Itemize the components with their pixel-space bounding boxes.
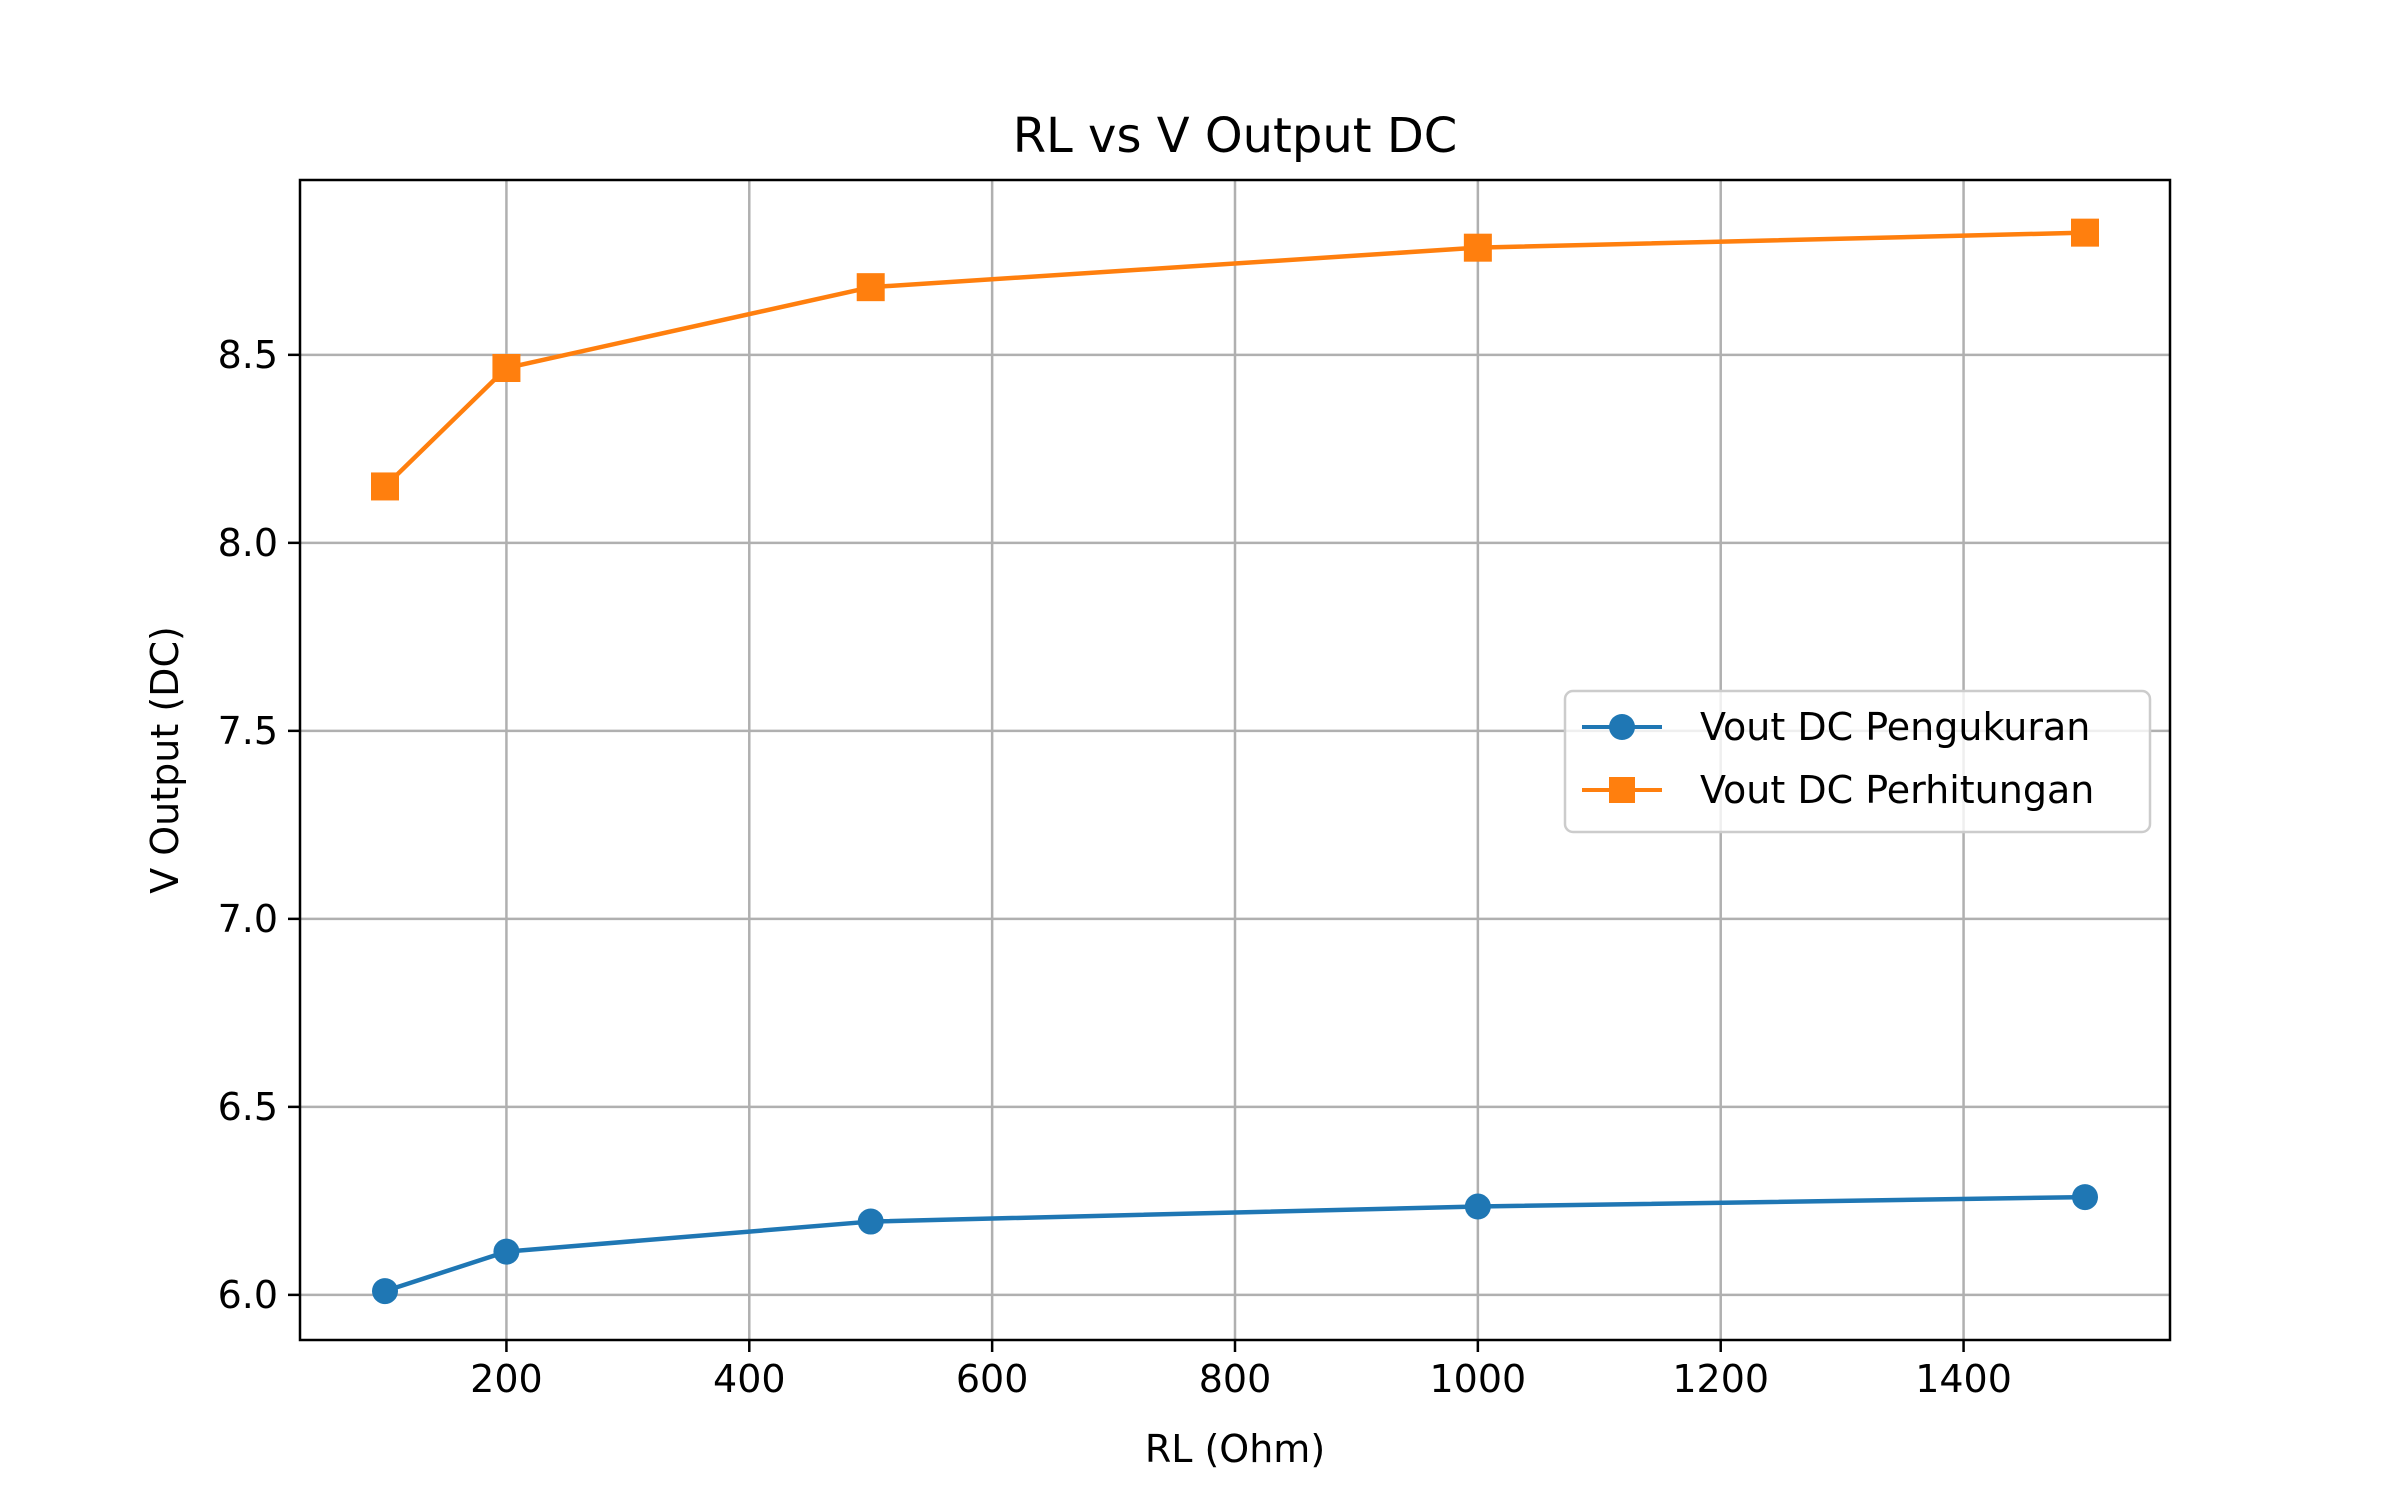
legend-label-pengukuran: Vout DC Pengukuran: [1700, 705, 2090, 749]
x-axis-label: RL (Ohm): [1145, 1427, 1325, 1471]
data-point-circle: [493, 1238, 520, 1265]
x-tick-label: 1200: [1672, 1357, 1769, 1401]
legend: Vout DC Pengukuran Vout DC Perhitungan: [1563, 689, 2152, 834]
data-point-square: [1463, 233, 1492, 262]
x-tick-label: 600: [956, 1357, 1029, 1401]
x-tick-label: 1400: [1915, 1357, 2012, 1401]
y-tick-label: 7.5: [218, 709, 278, 753]
y-axis-label: V Output (DC): [143, 626, 187, 894]
x-tick-label: 800: [1199, 1357, 1272, 1401]
data-point-square: [492, 354, 521, 383]
legend-label-perhitungan: Vout DC Perhitungan: [1700, 768, 2094, 812]
chart-title: RL vs V Output DC: [1013, 108, 1458, 164]
ticks: 200 400 600 800 1000 1200 1400 6.0 6.5 7.0 7.5 8.0 8…: [218, 333, 2012, 1401]
y-tick-label: 7.0: [218, 897, 278, 941]
legend-marker-perhitungan: [1609, 777, 1635, 803]
y-tick-label: 6.5: [218, 1085, 278, 1129]
x-tick-label: 200: [470, 1357, 543, 1401]
legend-box: [1563, 689, 2152, 834]
data-point-square: [371, 472, 399, 501]
data-point-circle: [1464, 1193, 1491, 1220]
data-point-square: [856, 273, 885, 302]
x-tick-label: 1000: [1429, 1357, 1526, 1401]
y-tick-label: 8.5: [218, 333, 278, 377]
y-tick-label: 8.0: [218, 521, 278, 565]
y-tick-label: 6.0: [218, 1273, 278, 1317]
data-point-circle: [2072, 1184, 2098, 1211]
x-tick-label: 400: [713, 1357, 786, 1401]
data-point-circle: [857, 1208, 884, 1235]
series-layer: [371, 218, 2099, 1305]
data-point-square: [2071, 218, 2099, 247]
legend-marker-pengukuran: [1609, 714, 1635, 740]
data-point-circle: [372, 1278, 398, 1305]
